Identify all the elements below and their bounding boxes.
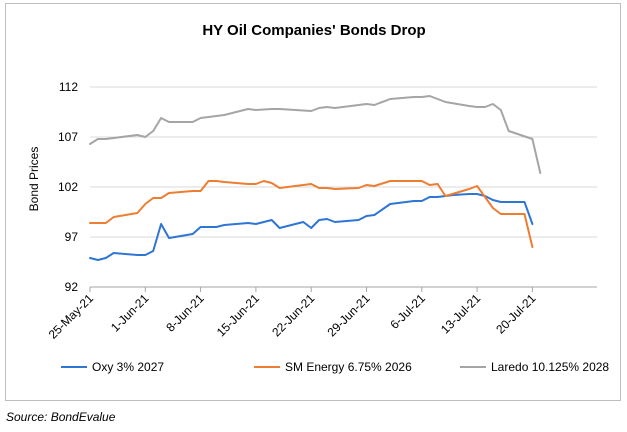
x-tick-label: 20-Jul-21	[493, 291, 539, 337]
x-tick-label: 25-May-21	[46, 291, 97, 342]
chart-title: HY Oil Companies' Bonds Drop	[202, 22, 425, 39]
line-chart: HY Oil Companies' Bonds Drop Bond Prices…	[27, 22, 609, 374]
legend-item: SM Energy 6.75% 2026	[254, 360, 412, 374]
y-axis-title: Bond Prices	[27, 147, 41, 212]
series-line	[89, 180, 534, 248]
x-tick-label: 22-Jun-21	[269, 291, 317, 339]
series-line	[89, 95, 542, 174]
source-note: Source: BondEvalue	[6, 410, 116, 424]
legend-label: Laredo 10.125% 2028	[491, 360, 609, 374]
y-tick-label: 97	[65, 230, 79, 244]
y-tick-label: 112	[59, 80, 78, 94]
x-tick-label: 8-Jun-21	[163, 291, 207, 335]
y-tick-label: 92	[65, 280, 79, 294]
chart-frame: HY Oil Companies' Bonds Drop Bond Prices…	[5, 3, 621, 401]
x-tick-label: 15-Jun-21	[214, 291, 262, 339]
x-tick-label: 13-Jul-21	[438, 291, 484, 337]
series-line	[89, 193, 534, 261]
legend-item: Oxy 3% 2027	[61, 360, 164, 374]
y-tick-label: 102	[58, 180, 78, 194]
x-tick-label: 1-Jun-21	[108, 291, 152, 335]
legend-item: Laredo 10.125% 2028	[460, 360, 609, 374]
x-tick-label: 6-Jul-21	[387, 291, 428, 332]
y-tick-label: 107	[58, 130, 78, 144]
legend-label: Oxy 3% 2027	[92, 360, 164, 374]
legend-label: SM Energy 6.75% 2026	[285, 360, 412, 374]
x-tick-label: 29-Jun-21	[325, 291, 373, 339]
